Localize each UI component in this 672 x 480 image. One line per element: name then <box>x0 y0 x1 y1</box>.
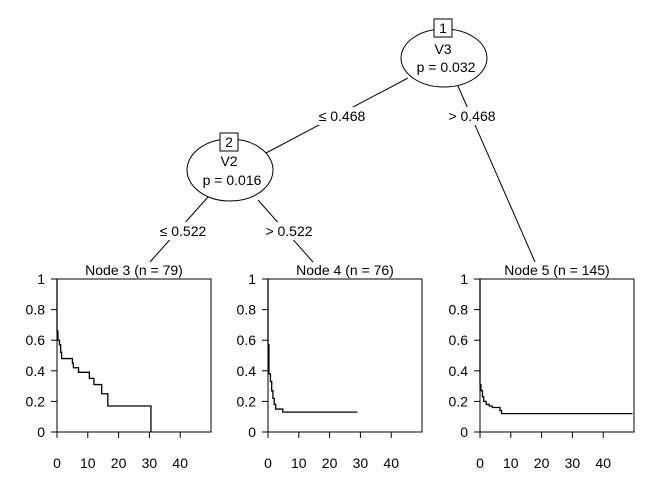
edge-label-2-4: > 0.522 <box>265 223 312 239</box>
node-pvalue-2: p = 0.016 <box>203 172 262 188</box>
x-tick-label: 30 <box>142 455 158 471</box>
y-tick-label: 0 <box>248 424 256 440</box>
y-tick-label: 0.2 <box>237 393 257 409</box>
y-tick-label: 0 <box>37 424 45 440</box>
edge-label-bg <box>153 222 213 240</box>
node-variable-2: V2 <box>220 153 237 169</box>
survival-curve-node-3 <box>56 279 152 432</box>
x-tick-label: 30 <box>353 455 369 471</box>
y-tick-label: 0.6 <box>449 332 469 348</box>
y-tick-label: 0.4 <box>449 363 469 379</box>
edge-label-bg <box>442 107 502 125</box>
y-tick-label: 0.2 <box>449 393 469 409</box>
survival-curve-node-4 <box>267 279 358 413</box>
y-tick-label: 1 <box>460 271 468 287</box>
edge-label-bg <box>259 222 319 240</box>
node-id-1: 1 <box>439 20 447 36</box>
y-tick-label: 0.4 <box>237 363 257 379</box>
node-id-2: 2 <box>225 134 233 150</box>
x-tick-label: 0 <box>53 455 61 471</box>
panel-frame-3 <box>56 278 212 433</box>
y-tick-label: 1 <box>248 271 256 287</box>
panel-frame-5 <box>479 278 635 433</box>
x-tick-label: 10 <box>80 455 96 471</box>
y-tick-label: 0.8 <box>449 302 469 318</box>
x-tick-label: 10 <box>503 455 519 471</box>
edge-label-2-3: ≤ 0.522 <box>160 223 207 239</box>
x-tick-label: 20 <box>534 455 550 471</box>
x-tick-label: 40 <box>383 455 399 471</box>
survival-curve-node-5 <box>479 279 633 415</box>
node-id-box-1 <box>433 18 453 38</box>
x-tick-label: 20 <box>322 455 338 471</box>
y-tick-label: 0.2 <box>26 393 46 409</box>
x-tick-label: 0 <box>264 455 272 471</box>
panel-frame-4 <box>267 278 423 433</box>
x-tick-label: 30 <box>565 455 581 471</box>
node-pvalue-1: p = 0.032 <box>417 59 476 75</box>
y-tick-label: 0.6 <box>26 332 46 348</box>
x-tick-label: 0 <box>476 455 484 471</box>
node-variable-1: V3 <box>434 41 451 57</box>
x-tick-label: 10 <box>291 455 307 471</box>
edge-label-1-2: ≤ 0.468 <box>319 108 366 124</box>
panel-title: Node 3 (n = 79) <box>85 262 183 278</box>
edge-label-1-5: > 0.468 <box>448 108 495 124</box>
y-tick-label: 1 <box>37 271 45 287</box>
x-tick-label: 40 <box>595 455 611 471</box>
y-tick-label: 0.4 <box>26 363 46 379</box>
x-tick-label: 40 <box>172 455 188 471</box>
panel-title: Node 4 (n = 76) <box>296 262 394 278</box>
node-id-box-2 <box>219 132 239 152</box>
y-tick-label: 0.8 <box>26 302 46 318</box>
panel-title: Node 5 (n = 145) <box>504 262 609 278</box>
y-tick-label: 0.6 <box>237 332 257 348</box>
y-tick-label: 0 <box>460 424 468 440</box>
inner-node-1 <box>400 28 488 88</box>
y-tick-label: 0.8 <box>237 302 257 318</box>
x-tick-label: 20 <box>111 455 127 471</box>
edge-label-bg <box>312 107 372 125</box>
